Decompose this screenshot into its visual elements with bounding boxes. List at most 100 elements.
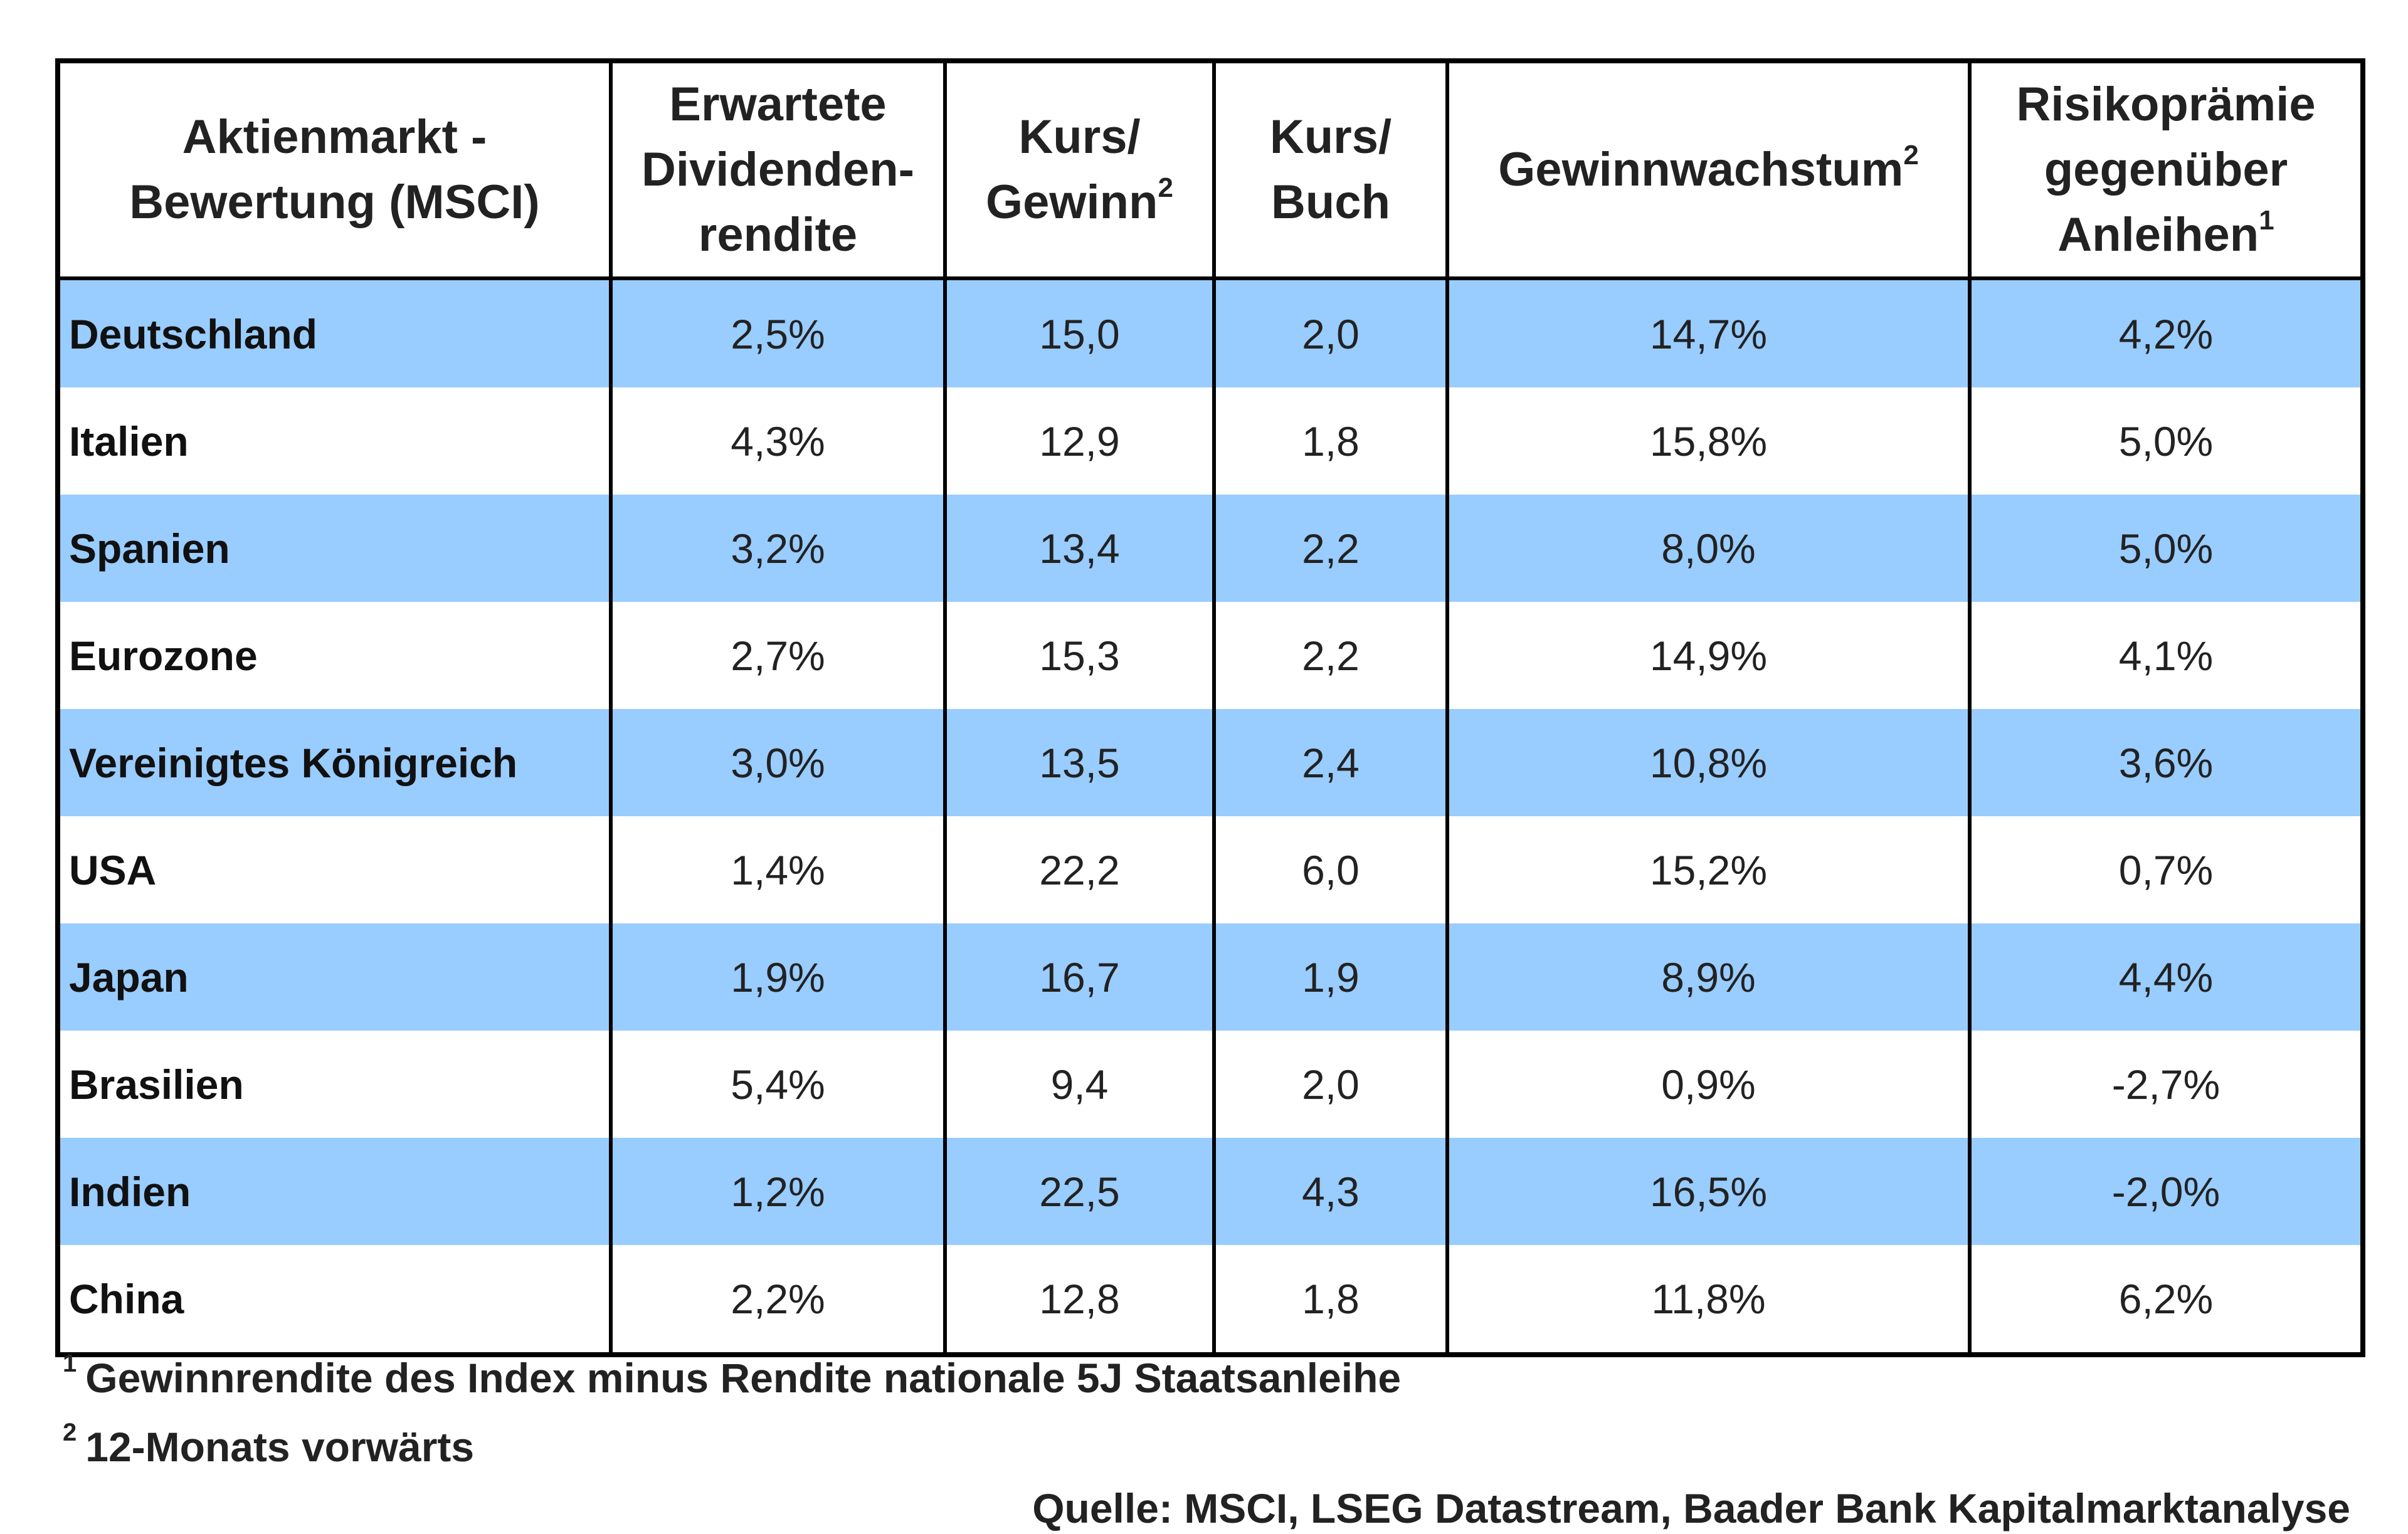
header-market-line-2: Bewertung (MSCI): [129, 176, 540, 229]
dividend-yield-cell: 1,4%: [609, 816, 947, 923]
table-row: Vereinigtes Königreich 3,0% 13,5 2,4 10,…: [56, 709, 2365, 816]
footnote-2: 2 12-Monats vorwärts: [63, 1419, 475, 1471]
dividend-yield-cell: 2,5%: [609, 278, 947, 387]
pb-cell: 2,2: [1212, 495, 1449, 602]
risk-premium-cell: -2,0%: [1968, 1138, 2365, 1245]
table-row: China 2,2% 12,8 1,8 11,8% 6,2%: [56, 1245, 2365, 1355]
pe-cell: 13,4: [943, 495, 1216, 602]
header-row: Aktienmarkt - Bewertung (MSCI) Erwartete…: [56, 59, 2365, 280]
risk-premium-cell: 4,2%: [1968, 278, 2365, 387]
footnote-2-marker: 2: [63, 1419, 77, 1446]
dividend-yield-cell: 2,2%: [609, 1245, 947, 1355]
header-risk-line-2: gegenüber: [2044, 143, 2288, 196]
pe-cell: 22,2: [943, 816, 1216, 923]
footnote-1-text: Gewinnrendite des Index minus Rendite na…: [85, 1355, 1402, 1401]
risk-premium-cell: 4,1%: [1968, 602, 2365, 709]
market-name: Vereinigtes Königreich: [56, 709, 613, 816]
header-risk-footnote-marker: 1: [2259, 204, 2274, 236]
header-growth-line-1: Gewinnwachstum: [1498, 143, 1904, 196]
header-price-book: Kurs/ Buch: [1212, 59, 1449, 280]
header-risk-line-1: Risikoprämie: [2016, 78, 2316, 131]
earnings-growth-cell: 10,8%: [1445, 709, 1972, 816]
pe-cell: 16,7: [943, 923, 1216, 1031]
dividend-yield-cell: 5,4%: [609, 1031, 947, 1138]
dividend-yield-cell: 1,9%: [609, 923, 947, 1031]
pe-cell: 12,9: [943, 387, 1216, 495]
table-row: Deutschland 2,5% 15,0 2,0 14,7% 4,2%: [56, 278, 2365, 387]
earnings-growth-cell: 15,8%: [1445, 387, 1972, 495]
market-name: Eurozone: [56, 602, 613, 709]
risk-premium-cell: 0,7%: [1968, 816, 2365, 923]
valuation-table: Aktienmarkt - Bewertung (MSCI) Erwartete…: [55, 58, 2365, 1357]
header-pe-line-1: Kurs/: [1018, 110, 1141, 164]
table-row: Eurozone 2,7% 15,3 2,2 14,9% 4,1%: [56, 602, 2365, 709]
dividend-yield-cell: 3,2%: [609, 495, 947, 602]
source-line: Quelle: MSCI, LSEG Datastream, Baader Ba…: [1032, 1485, 2350, 1531]
pb-cell: 6,0: [1212, 816, 1449, 923]
header-market-line-1: Aktienmarkt -: [182, 110, 487, 164]
header-earnings-growth: Gewinnwachstum2: [1445, 59, 1972, 280]
table-row: Indien 1,2% 22,5 4,3 16,5% -2,0%: [56, 1138, 2365, 1245]
earnings-growth-cell: 16,5%: [1445, 1138, 1972, 1245]
header-pe-footnote-marker: 2: [1158, 172, 1173, 203]
risk-premium-cell: 6,2%: [1968, 1245, 2365, 1355]
pe-cell: 9,4: [943, 1031, 1216, 1138]
pe-cell: 15,3: [943, 602, 1216, 709]
market-name: Indien: [56, 1138, 613, 1245]
footnote-1-marker: 1: [63, 1350, 77, 1377]
pe-cell: 15,0: [943, 278, 1216, 387]
header-market: Aktienmarkt - Bewertung (MSCI): [56, 59, 613, 280]
risk-premium-cell: 5,0%: [1968, 387, 2365, 495]
header-risk-premium: Risikoprämie gegenüber Anleihen1: [1968, 59, 2365, 280]
header-pb-line-2: Buch: [1271, 176, 1390, 229]
footnote-2-text: 12-Monats vorwärts: [85, 1424, 475, 1470]
footnote-1: 1 Gewinnrendite des Index minus Rendite n…: [63, 1350, 1402, 1402]
pb-cell: 1,8: [1212, 1245, 1449, 1355]
earnings-growth-cell: 11,8%: [1445, 1245, 1972, 1355]
pb-cell: 2,4: [1212, 709, 1449, 816]
header-price-earnings: Kurs/ Gewinn2: [943, 59, 1216, 280]
pb-cell: 1,9: [1212, 923, 1449, 1031]
earnings-growth-cell: 14,7%: [1445, 278, 1972, 387]
pe-cell: 22,5: [943, 1138, 1216, 1245]
header-dividend-line-3: rendite: [698, 208, 858, 261]
table-row: Italien 4,3% 12,9 1,8 15,8% 5,0%: [56, 387, 2365, 495]
pe-cell: 13,5: [943, 709, 1216, 816]
header-dividend-yield: Erwartete Dividenden- rendite: [609, 59, 947, 280]
dividend-yield-cell: 3,0%: [609, 709, 947, 816]
risk-premium-cell: 4,4%: [1968, 923, 2365, 1031]
pb-cell: 4,3: [1212, 1138, 1449, 1245]
market-name: Italien: [56, 387, 613, 495]
header-pb-line-1: Kurs/: [1269, 110, 1392, 164]
market-name: Deutschland: [56, 278, 613, 387]
risk-premium-cell: 5,0%: [1968, 495, 2365, 602]
earnings-growth-cell: 14,9%: [1445, 602, 1972, 709]
pb-cell: 2,0: [1212, 1031, 1449, 1138]
pb-cell: 2,2: [1212, 602, 1449, 709]
pb-cell: 2,0: [1212, 278, 1449, 387]
table-row: Brasilien 5,4% 9,4 2,0 0,9% -2,7%: [56, 1031, 2365, 1138]
market-name: China: [56, 1245, 613, 1355]
risk-premium-cell: -2,7%: [1968, 1031, 2365, 1138]
risk-premium-cell: 3,6%: [1968, 709, 2365, 816]
header-risk-line-3: Anleihen: [2057, 208, 2259, 261]
earnings-growth-cell: 15,2%: [1445, 816, 1972, 923]
earnings-growth-cell: 8,9%: [1445, 923, 1972, 1031]
market-name: USA: [56, 816, 613, 923]
market-name: Brasilien: [56, 1031, 613, 1138]
header-dividend-line-2: Dividenden-: [642, 143, 914, 196]
dividend-yield-cell: 2,7%: [609, 602, 947, 709]
dividend-yield-cell: 1,2%: [609, 1138, 947, 1245]
table-row: USA 1,4% 22,2 6,0 15,2% 0,7%: [56, 816, 2365, 923]
table-row: Japan 1,9% 16,7 1,9 8,9% 4,4%: [56, 923, 2365, 1031]
table-row: Spanien 3,2% 13,4 2,2 8,0% 5,0%: [56, 495, 2365, 602]
header-growth-footnote-marker: 2: [1903, 139, 1919, 171]
earnings-growth-cell: 0,9%: [1445, 1031, 1972, 1138]
header-dividend-line-1: Erwartete: [669, 78, 887, 131]
header-pe-line-2: Gewinn: [986, 176, 1158, 229]
market-name: Japan: [56, 923, 613, 1031]
dividend-yield-cell: 4,3%: [609, 387, 947, 495]
earnings-growth-cell: 8,0%: [1445, 495, 1972, 602]
pe-cell: 12,8: [943, 1245, 1216, 1355]
market-name: Spanien: [56, 495, 613, 602]
